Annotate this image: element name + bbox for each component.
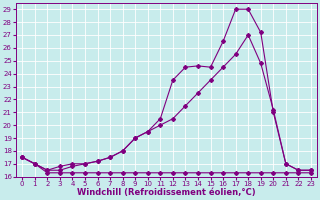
X-axis label: Windchill (Refroidissement éolien,°C): Windchill (Refroidissement éolien,°C) — [77, 188, 256, 197]
